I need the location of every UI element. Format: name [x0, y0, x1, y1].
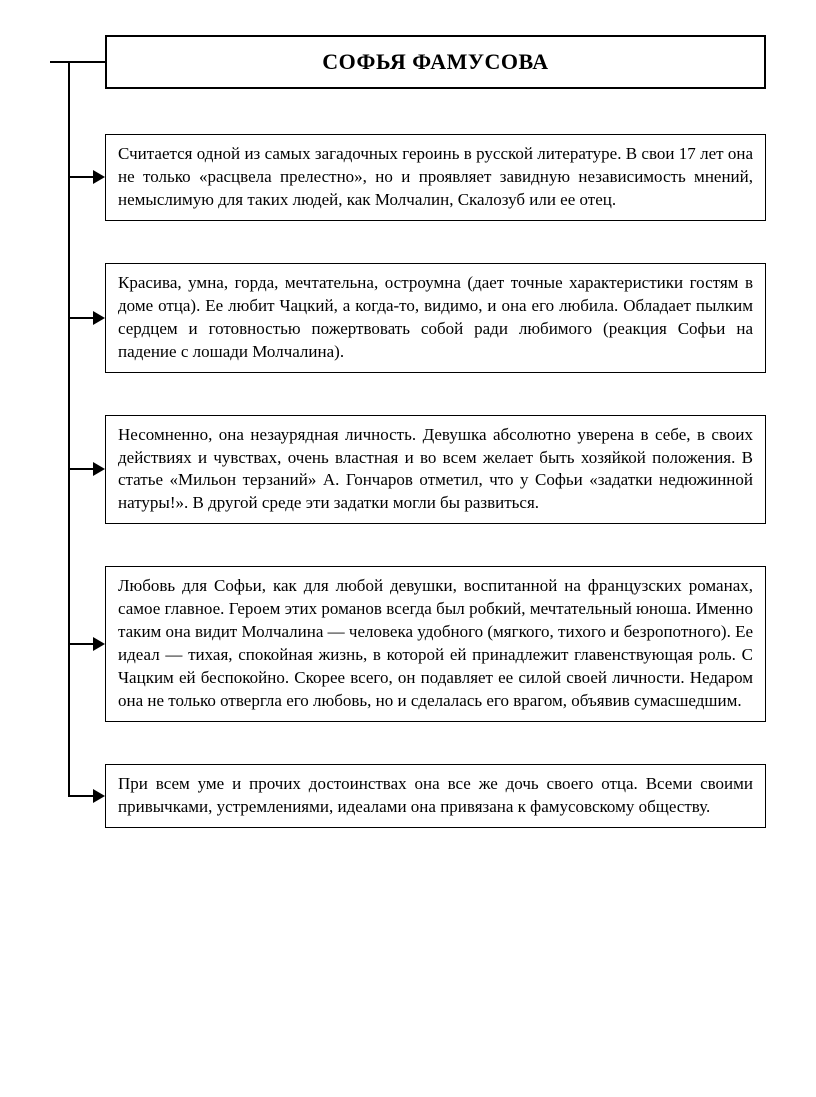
box-3: Несомненно, она незаурядная личность. Де…: [105, 415, 766, 525]
arrow-3: [93, 462, 105, 476]
box-2: Красива, умна, горда, мечтательна, остро…: [105, 263, 766, 373]
arrow-4: [93, 637, 105, 651]
top-connector: [50, 61, 105, 63]
arrow-5: [93, 789, 105, 803]
box-4-text: Любовь для Софьи, как для любой девушки,…: [118, 576, 753, 710]
box-3-text: Несомненно, она незаурядная личность. Де…: [118, 425, 753, 513]
box-1: Считается одной из самых загадочных геро…: [105, 134, 766, 221]
branch-5: [68, 795, 95, 797]
arrow-2: [93, 311, 105, 325]
box-4: Любовь для Софьи, как для любой девушки,…: [105, 566, 766, 722]
box-5-text: При всем уме и прочих достоинствах она в…: [118, 774, 753, 816]
branch-1: [68, 176, 95, 178]
title-text: СОФЬЯ ФАМУСОВА: [322, 49, 548, 74]
diagram-container: СОФЬЯ ФАМУСОВА Считается одной из самых …: [50, 35, 766, 1057]
branch-4: [68, 643, 95, 645]
spine-line: [68, 61, 70, 796]
branch-2: [68, 317, 95, 319]
arrow-1: [93, 170, 105, 184]
box-1-text: Считается одной из самых загадочных геро…: [118, 144, 753, 209]
box-2-text: Красива, умна, горда, мечтательна, остро…: [118, 273, 753, 361]
box-5: При всем уме и прочих достоинствах она в…: [105, 764, 766, 828]
branch-3: [68, 468, 95, 470]
title-box: СОФЬЯ ФАМУСОВА: [105, 35, 766, 89]
